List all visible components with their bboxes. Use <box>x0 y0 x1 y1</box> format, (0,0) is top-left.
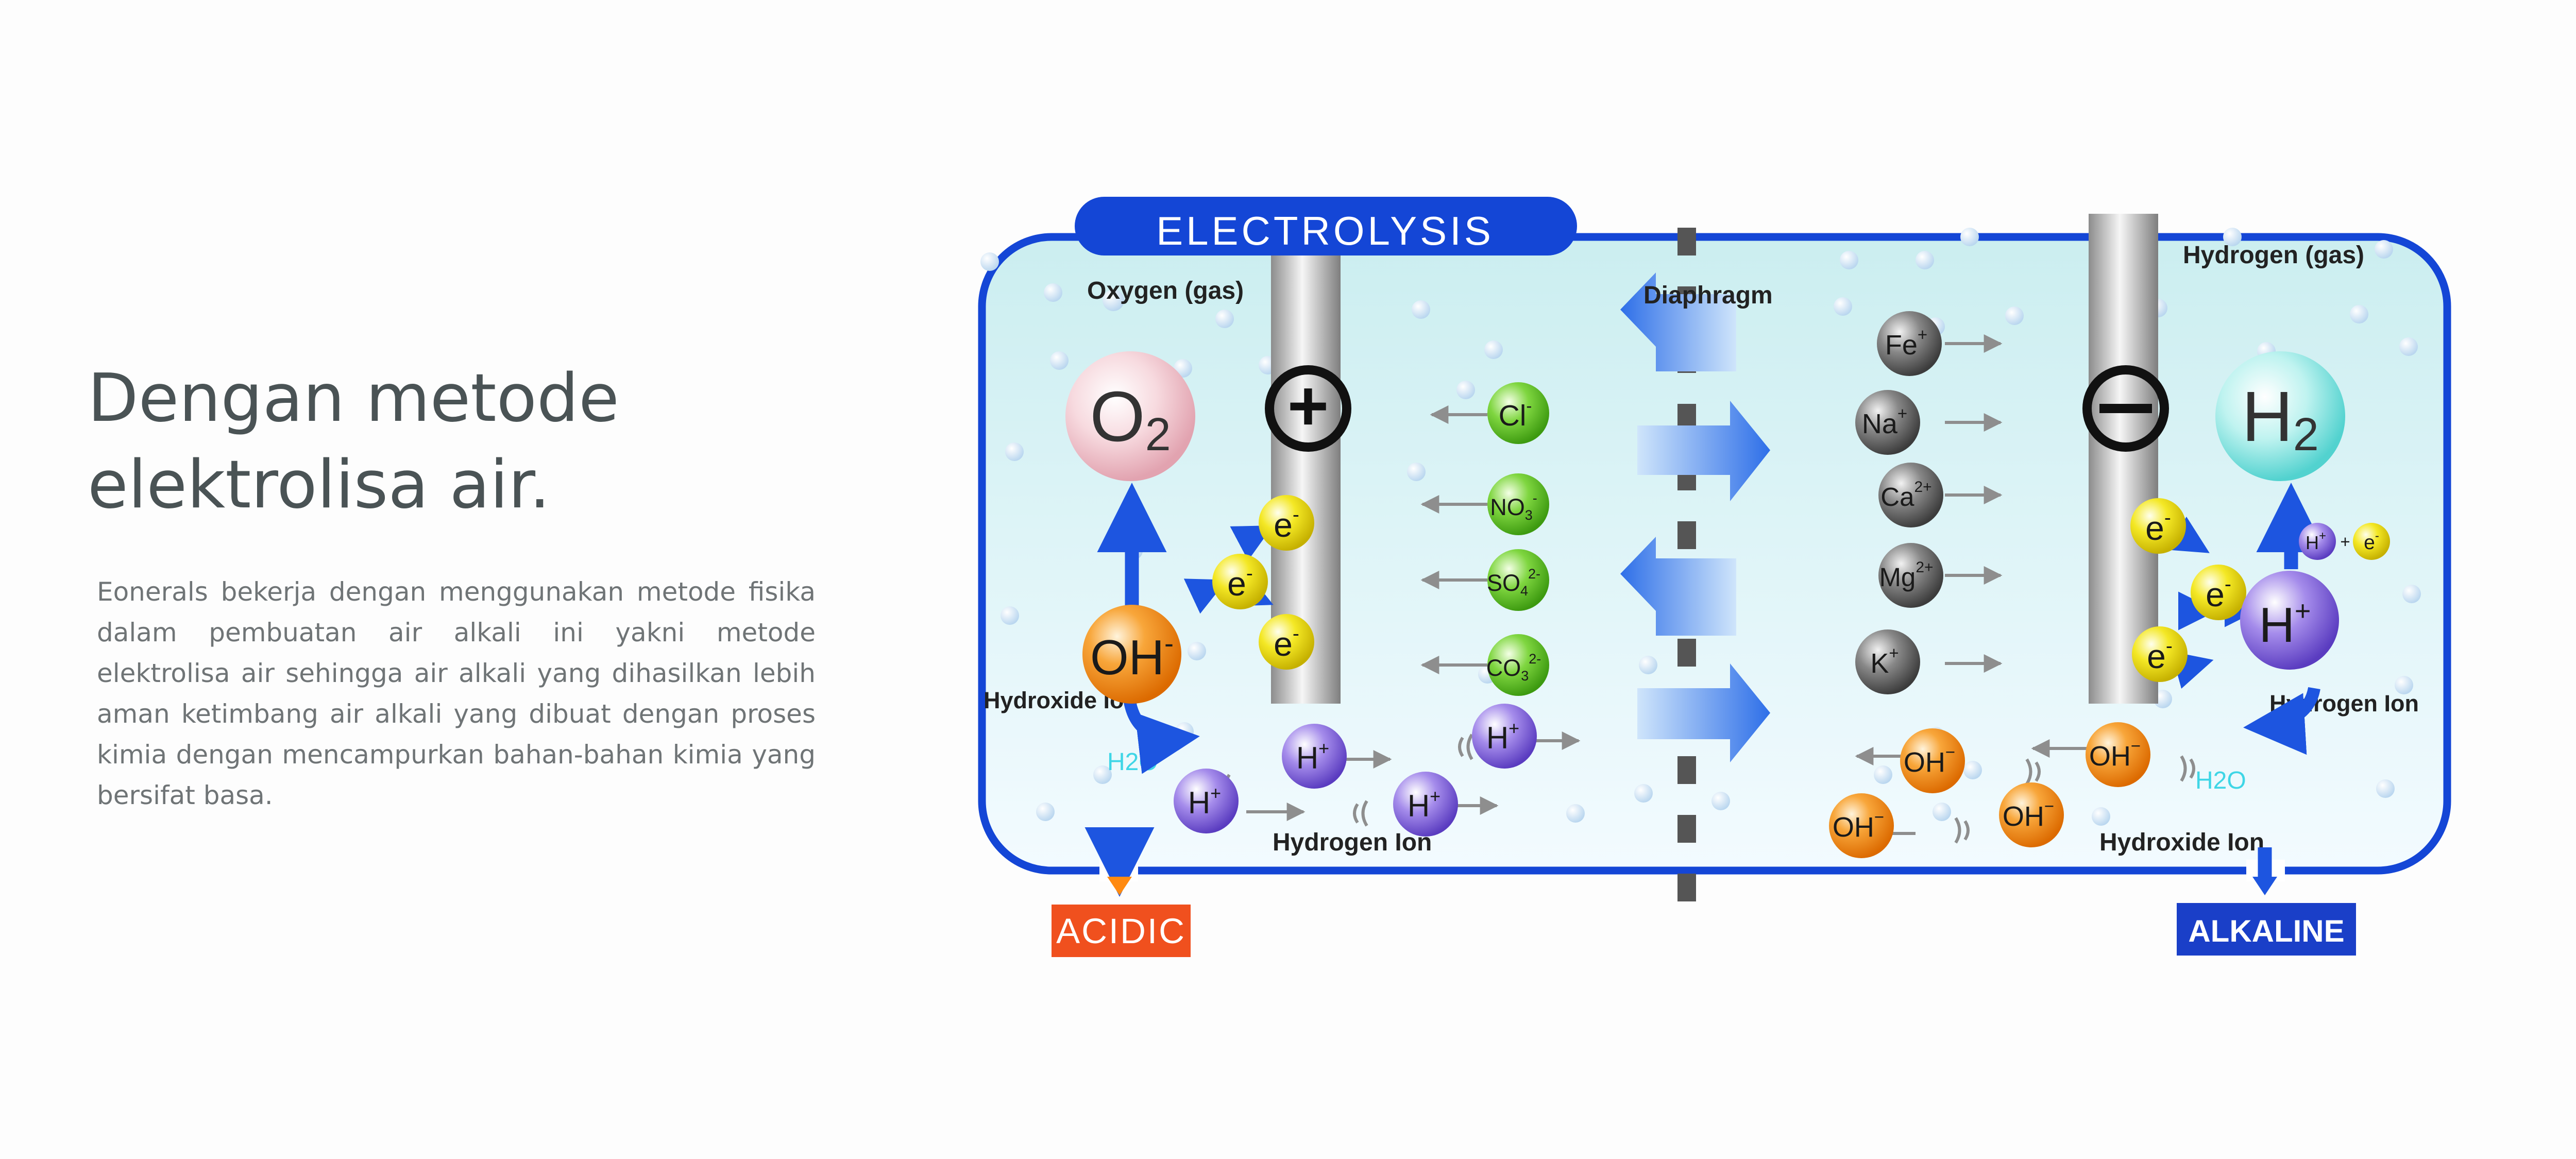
svg-text:OH−: OH− <box>1904 742 1955 778</box>
acidic-outlet <box>1084 827 1155 897</box>
svg-text:Ca2+: Ca2+ <box>1880 479 1931 512</box>
svg-text:OH−: OH− <box>1833 807 1884 843</box>
svg-text:+: + <box>2340 532 2350 551</box>
hydrogen-ion: H+ <box>1393 772 1458 837</box>
acidic-label: ACIDIC <box>1052 905 1191 957</box>
hydroxide-ion: OH− <box>1829 793 1894 858</box>
svg-text:OH−: OH− <box>2089 736 2141 772</box>
description-paragraph: Eonerals bekerja dengan menggunakan meto… <box>97 577 816 810</box>
svg-text:e-: e- <box>1227 563 1253 603</box>
calcium-ion: Ca2+ <box>1878 463 1943 527</box>
ion-flow-arrows <box>1620 272 1770 762</box>
svg-text:e-: e- <box>1274 623 1299 663</box>
svg-text:H+: H+ <box>2306 529 2326 553</box>
hydrogen-plus-electron: H+ + e- <box>2299 523 2390 560</box>
svg-text:e-: e- <box>2206 573 2231 613</box>
hydrogen-molecule: H2 <box>2215 351 2345 481</box>
chloride-ion: Cl- <box>1487 382 1549 444</box>
hydroxide-ion-large: OH- <box>1082 605 1181 704</box>
electron: e- <box>1212 554 1268 609</box>
svg-text:O2: O2 <box>1090 377 1171 461</box>
svg-text:SO42-: SO42- <box>1487 566 1540 599</box>
svg-text:CO32-: CO32- <box>1486 651 1541 684</box>
iron-ion: Fe+ <box>1877 311 1942 376</box>
electrolysis-diagram: + ELECTROLYSIS Oxygen (gas) Hydrogen (ga… <box>978 197 2451 957</box>
alkaline-outlet <box>2246 847 2285 895</box>
diaphragm-label: Diaphragm <box>1643 282 1773 309</box>
h2o-label-right: H2O <box>2195 767 2246 794</box>
svg-text:e-: e- <box>1274 504 1299 544</box>
svg-text:H+: H+ <box>1188 782 1221 820</box>
electron: e- <box>1259 614 1314 670</box>
hydroxide-ion: OH− <box>2086 722 2150 787</box>
svg-text:H2: H2 <box>2242 377 2319 461</box>
nitrate-ion: NO3- <box>1487 473 1549 535</box>
oxygen-gas-label: Oxygen (gas) <box>1087 277 1244 304</box>
hydrogen-ion: H+ <box>1174 769 1239 833</box>
hydroxide-ion: OH− <box>1999 782 2064 847</box>
svg-text:Mg2+: Mg2+ <box>1879 559 1933 592</box>
hydroxide-ion-label-right: Hydroxide Ion <box>2099 829 2264 856</box>
svg-text:Na+: Na+ <box>1862 404 1907 439</box>
headline: Dengan metode elektrolisa air. <box>88 360 619 523</box>
hydrogen-ion: H+ <box>1472 704 1537 769</box>
sodium-ion: Na+ <box>1855 390 1920 455</box>
svg-text:ALKALINE: ALKALINE <box>2188 914 2344 948</box>
svg-text:H+: H+ <box>1486 718 1519 755</box>
electrolysis-banner: ELECTROLYSIS <box>1075 197 1577 255</box>
hydrogen-ion-large: H+ <box>2240 571 2339 670</box>
svg-text:H+: H+ <box>1408 786 1440 823</box>
hydrogen-ion-label-bottom: Hydrogen Ion <box>1273 829 1432 856</box>
negative-terminal-icon <box>2082 365 2169 452</box>
banner-title: ELECTROLYSIS <box>1156 208 1494 253</box>
carbonate-ion: CO32- <box>1486 634 1549 696</box>
svg-text:NO3-: NO3- <box>1490 490 1537 523</box>
svg-text:H+: H+ <box>2259 595 2311 653</box>
svg-text:e-: e- <box>2145 507 2171 547</box>
svg-text:ACIDIC: ACIDIC <box>1056 911 1186 951</box>
svg-text:e-: e- <box>2147 635 2173 675</box>
svg-text:e-: e- <box>2364 529 2379 554</box>
hydrogen-ion: H+ <box>1282 724 1347 789</box>
svg-text:K+: K+ <box>1870 643 1899 679</box>
h2o-label-left: H2O <box>1107 748 1158 776</box>
sulfate-ion: SO42- <box>1487 549 1549 611</box>
cathode-plate <box>2089 214 2158 704</box>
svg-text:Fe+: Fe+ <box>1885 325 1927 361</box>
magnesium-ion: Mg2+ <box>1878 543 1943 608</box>
svg-text:+: + <box>1287 366 1329 446</box>
svg-text:H+: H+ <box>1296 738 1329 775</box>
electron: e- <box>2132 626 2188 682</box>
hydroxide-ion: OH− <box>1900 728 1965 793</box>
oxygen-molecule: O2 <box>1065 351 1195 481</box>
positive-terminal-icon: + <box>1265 365 1351 452</box>
hydrogen-gas-label: Hydrogen (gas) <box>2183 242 2364 269</box>
svg-text:OH−: OH− <box>2003 796 2054 832</box>
svg-text:Cl-: Cl- <box>1499 396 1532 432</box>
electron: e- <box>1259 495 1314 551</box>
svg-text:OH-: OH- <box>1090 628 1174 685</box>
electron: e- <box>2130 498 2186 554</box>
alkaline-label: ALKALINE <box>2177 903 2356 956</box>
electron: e- <box>2191 565 2246 620</box>
potassium-ion: K+ <box>1855 629 1920 694</box>
